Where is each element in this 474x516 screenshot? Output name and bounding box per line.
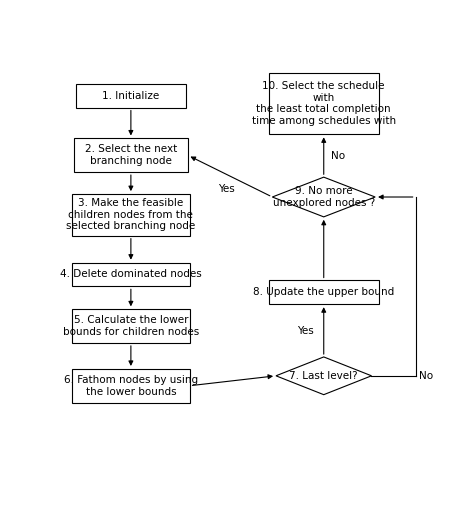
Text: 3. Make the feasible
children nodes from the
selected branching node: 3. Make the feasible children nodes from… [66, 198, 195, 232]
FancyBboxPatch shape [76, 84, 186, 108]
Text: 5. Calculate the lower
bounds for children nodes: 5. Calculate the lower bounds for childr… [63, 315, 199, 337]
Text: 2. Select the next
branching node: 2. Select the next branching node [85, 144, 177, 166]
Text: No: No [419, 371, 433, 381]
Text: No: No [331, 151, 346, 161]
Text: 7. Last level?: 7. Last level? [290, 371, 358, 381]
Polygon shape [272, 177, 375, 217]
FancyBboxPatch shape [269, 73, 379, 135]
FancyBboxPatch shape [72, 309, 190, 343]
FancyBboxPatch shape [72, 369, 190, 402]
Text: 9. No more
unexplored nodes ?: 9. No more unexplored nodes ? [273, 186, 375, 208]
Text: 8. Update the upper bound: 8. Update the upper bound [253, 287, 394, 297]
Text: 10. Select the schedule
with
the least total completion
time among schedules wit: 10. Select the schedule with the least t… [252, 81, 396, 126]
Text: 1. Initialize: 1. Initialize [102, 91, 160, 101]
Text: 4. Delete dominated nodes: 4. Delete dominated nodes [60, 269, 202, 280]
FancyBboxPatch shape [269, 281, 379, 304]
FancyBboxPatch shape [72, 194, 190, 236]
Text: 6. Fathom nodes by using
the lower bounds: 6. Fathom nodes by using the lower bound… [64, 375, 198, 396]
FancyBboxPatch shape [72, 263, 190, 286]
Text: Yes: Yes [218, 184, 235, 194]
FancyBboxPatch shape [74, 138, 188, 172]
Text: Yes: Yes [297, 326, 314, 335]
Polygon shape [276, 357, 372, 395]
